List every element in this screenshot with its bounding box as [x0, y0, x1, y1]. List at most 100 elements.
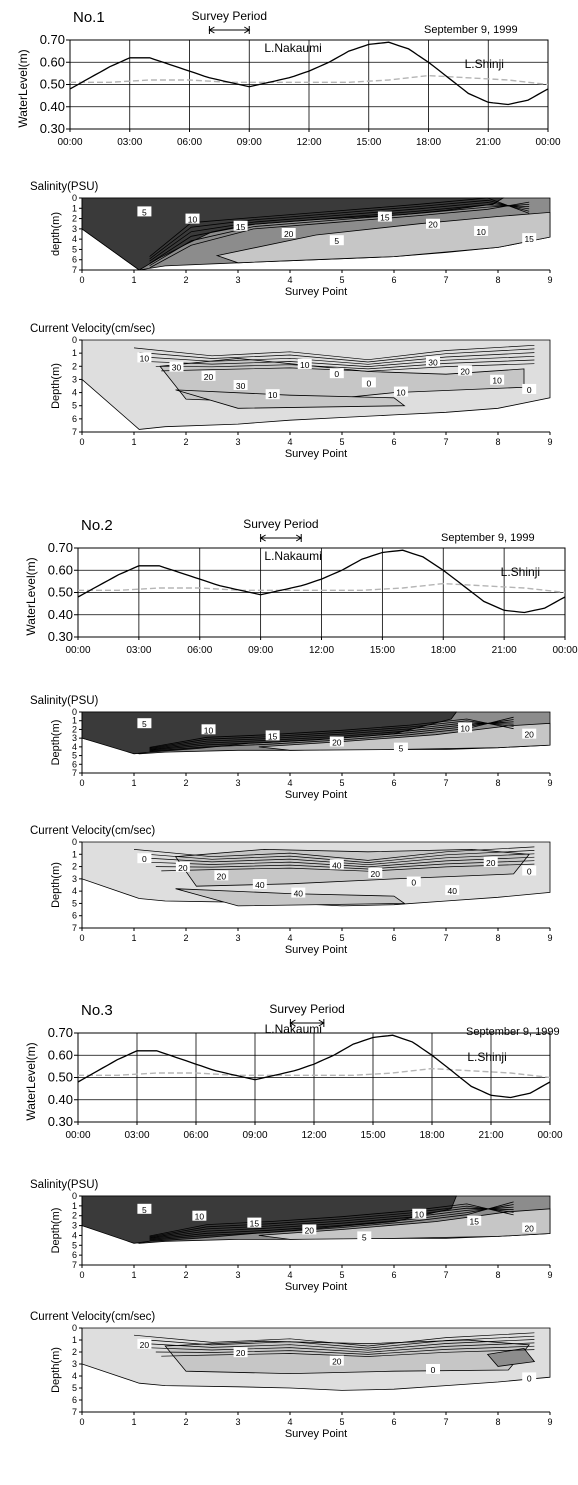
y-tick-label: 1: [72, 849, 77, 859]
y-tick-label: 7: [72, 923, 77, 933]
x-tick-label: 3: [235, 437, 240, 447]
x-tick-label: 7: [443, 933, 448, 943]
panel-number: No.1: [73, 9, 105, 26]
contour-label-bg: [214, 870, 229, 881]
contour-label: 20: [371, 869, 381, 879]
x-tick-label: 15:00: [356, 137, 381, 148]
x-tick-label: 7: [443, 1417, 448, 1427]
contour-label-bg: [137, 718, 152, 729]
contour-label: 15: [380, 213, 390, 223]
contour-label-bg: [137, 206, 152, 217]
y-tick-label: 0: [72, 193, 77, 203]
y-tick-label: 0.40: [40, 99, 65, 114]
y-tick-label: 7: [72, 768, 77, 778]
y-axis-label: Depth(m): [50, 720, 62, 766]
x-tick-label: 3: [235, 275, 240, 285]
x-tick-label: 9: [547, 933, 552, 943]
survey-period-label: Survey Period: [269, 1002, 344, 1016]
water-level-chart-3: No.3 September 9, 1999 Survey Period 0.30 0.…: [24, 1002, 563, 1141]
contour-label: 0: [527, 1373, 532, 1383]
y-tick-label: 0.50: [48, 1070, 73, 1085]
velocity-contour: [139, 850, 535, 863]
x-tick-label: 09:00: [237, 137, 262, 148]
x-tick-label: 00:00: [537, 1130, 562, 1141]
x-tick-label: 6: [391, 933, 396, 943]
x-tick-label: 15:00: [360, 1130, 385, 1141]
contour-label: 0: [334, 369, 339, 379]
contour-label: 5: [142, 207, 147, 217]
contour-label: 5: [142, 1205, 147, 1215]
velocity-title: Current Velocity(cm/sec): [30, 825, 155, 837]
contour-label-bg: [137, 853, 152, 864]
contour-label-bg: [302, 1224, 317, 1235]
salinity-contour: [149, 720, 514, 749]
contour-label-bg: [265, 389, 280, 400]
y-tick-label: 0.60: [48, 562, 73, 577]
y-tick-label: 3: [72, 1221, 77, 1231]
y-tick-label: 2: [72, 1211, 77, 1221]
x-tick-label: 18:00: [416, 137, 441, 148]
contour-label: 40: [294, 889, 304, 899]
contour-label-bg: [467, 1215, 482, 1226]
contour-label: 5: [362, 1232, 367, 1242]
x-tick-label: 8: [495, 1417, 500, 1427]
contour-label: 5: [334, 236, 339, 246]
x-tick-label: 06:00: [183, 1130, 208, 1141]
contour-label: 20: [524, 730, 534, 740]
contour-label: 0: [366, 378, 371, 388]
x-tick-label: 8: [495, 1270, 500, 1280]
x-tick-label: 5: [339, 778, 344, 788]
x-tick-label: 9: [547, 437, 552, 447]
x-tick-label: 5: [339, 275, 344, 285]
survey-period-label: Survey Period: [243, 517, 318, 531]
x-tick-label: 8: [495, 275, 500, 285]
x-tick-label: 4: [287, 933, 292, 943]
y-tick-label: 0: [72, 707, 77, 717]
y-tick-label: 0.50: [48, 585, 73, 600]
contour-label-bg: [522, 383, 537, 394]
x-tick-label: 2: [183, 778, 188, 788]
legend-label-l-nakaumi: L.Nakaumi: [265, 1022, 322, 1036]
contour-label-bg: [329, 736, 344, 747]
contour-label: 15: [268, 731, 278, 741]
velocity-contour: [133, 1332, 535, 1347]
contour-label: 20: [332, 1357, 342, 1367]
contour-label: 20: [428, 220, 438, 230]
contour-label-bg: [265, 730, 280, 741]
x-tick-label: 7: [443, 437, 448, 447]
salinity-contour: [149, 199, 530, 260]
contour-label: 20: [524, 1224, 534, 1234]
contour-label-bg: [192, 1210, 207, 1221]
y-tick-label: 6: [72, 255, 77, 265]
y-tick-label: 0.50: [40, 77, 65, 92]
x-tick-label: 4: [287, 1417, 292, 1427]
y-axis-label: Depth(m): [50, 1208, 62, 1254]
salinity-contour: [149, 1201, 514, 1241]
contour-label: 20: [460, 367, 470, 377]
y-tick-label: 1: [72, 203, 77, 213]
y-axis-label: WaterLevel(m): [24, 1042, 38, 1120]
legend-label-l-shinji: L.Shinji: [467, 1050, 506, 1064]
x-tick-label: 9: [547, 1270, 552, 1280]
x-tick-label: 5: [339, 1417, 344, 1427]
y-tick-label: 5: [72, 898, 77, 908]
contour-label: 10: [195, 1212, 205, 1222]
salinity-title: Salinity(PSU): [30, 695, 99, 707]
salinity-contour: [149, 1203, 514, 1237]
x-axis-label: Survey Point: [285, 286, 347, 298]
contour-label: 20: [236, 1348, 246, 1358]
x-tick-label: 21:00: [476, 137, 501, 148]
contour-label: 30: [236, 381, 246, 391]
x-tick-label: 6: [391, 1417, 396, 1427]
x-tick-label: 12:00: [296, 137, 321, 148]
y-tick-label: 0.30: [48, 1114, 73, 1129]
contour-label-bg: [393, 742, 408, 753]
legend-label-l-shinji: L.Shinji: [465, 57, 504, 71]
y-tick-label: 2: [72, 361, 77, 371]
y-tick-label: 7: [72, 265, 77, 275]
x-tick-label: 4: [287, 1270, 292, 1280]
velocity-contour: [144, 1339, 535, 1351]
x-tick-label: 18:00: [419, 1130, 444, 1141]
